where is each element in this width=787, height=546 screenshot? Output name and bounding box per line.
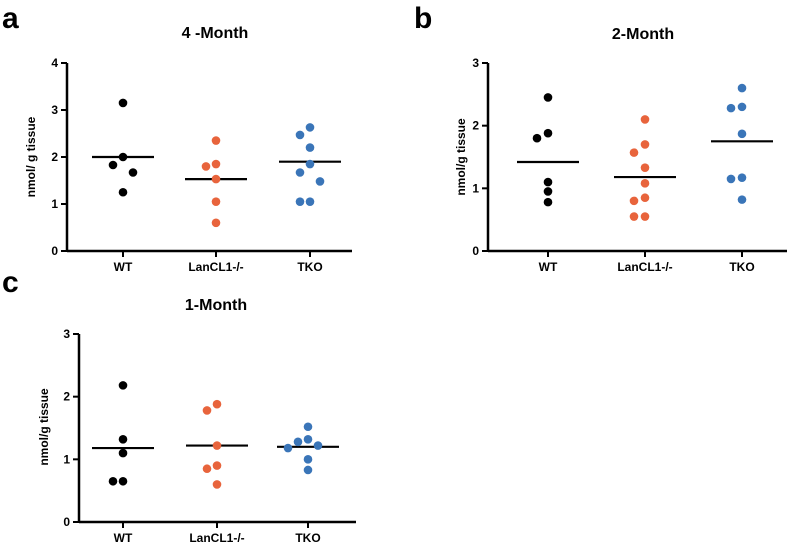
panel-letter-a: a	[2, 2, 19, 35]
data-point-lancl1	[640, 163, 650, 172]
data-point-tko	[295, 130, 305, 140]
panel-c-ylabel: nmol/g tissue	[37, 388, 51, 466]
data-point-wt	[108, 160, 118, 170]
data-point-lancl1	[629, 148, 639, 157]
x-tick-label: LanCL1-/-	[617, 260, 672, 274]
data-point-tko	[737, 129, 747, 139]
data-point-wt	[108, 476, 118, 486]
data-point-tko	[305, 123, 315, 132]
panel-letter-b: b	[414, 2, 432, 35]
x-tick-label: LanCL1-/-	[188, 260, 243, 274]
data-point-wt	[543, 187, 553, 196]
data-point-lancl1	[212, 441, 222, 450]
data-point-wt	[118, 98, 128, 108]
y-tick-label: 0	[472, 244, 479, 258]
y-tick-label: 1	[63, 452, 70, 466]
y-tick-label: 2	[472, 119, 479, 133]
data-point-tko	[737, 83, 747, 93]
panel-a: a 4 -Month nmol/ g tissue	[2, 2, 248, 197]
x-tick-label: TKO	[729, 260, 754, 274]
data-point-lancl1	[629, 196, 639, 206]
data-point-wt	[118, 187, 128, 197]
panel-a-plot: 0 1 2 3 4 WT LanCL1-/- TKO	[51, 56, 352, 274]
data-point-tko	[295, 197, 305, 206]
panel-c-title: 1-Month	[185, 297, 247, 314]
panel-b-ylabel: nmol/g tissue	[454, 118, 468, 196]
data-point-lancl1	[211, 136, 221, 145]
data-point-tko	[726, 103, 736, 113]
data-point-lancl1	[212, 480, 222, 489]
x-tick-label: WT	[114, 531, 133, 545]
y-tick-label: 0	[63, 515, 70, 529]
y-tick-label: 4	[51, 56, 58, 70]
data-point-lancl1	[202, 464, 212, 474]
data-point-lancl1	[212, 461, 222, 470]
data-point-lancl1	[211, 174, 221, 184]
data-point-lancl1	[201, 162, 211, 171]
panel-letter-c: c	[2, 266, 19, 299]
data-point-wt	[532, 133, 542, 143]
data-point-tko	[305, 143, 315, 152]
data-point-tko	[737, 102, 747, 112]
data-point-tko	[283, 443, 293, 453]
data-point-lancl1	[640, 140, 650, 149]
data-point-tko	[315, 177, 325, 186]
panel-b: b 2-Month nmol/g tissue	[414, 2, 674, 196]
data-point-lancl1	[629, 212, 639, 221]
panel-b-title: 2-Month	[612, 26, 674, 43]
panel-b-plot: 0 1 2 3 WT LanCL1-/- TKO	[472, 56, 787, 274]
data-point-wt	[543, 128, 553, 138]
data-point-wt	[543, 177, 553, 187]
data-point-wt	[118, 381, 128, 390]
data-point-lancl1	[640, 193, 650, 203]
panel-a-ylabel: nmol/ g tissue	[24, 116, 38, 197]
data-point-wt	[128, 168, 138, 177]
panel-a-title: 4 -Month	[182, 25, 249, 42]
y-tick-label: 3	[472, 56, 479, 70]
panel-c-plot: 0 1 2 3 WT LanCL1-/- TKO	[63, 327, 356, 545]
y-tick-label: 2	[51, 150, 58, 164]
y-tick-label: 2	[63, 390, 70, 404]
y-tick-label: 0	[51, 244, 58, 258]
y-tick-label: 1	[472, 181, 479, 195]
data-point-tko	[293, 437, 303, 447]
x-tick-label: TKO	[295, 531, 320, 545]
data-point-tko	[303, 455, 313, 464]
y-tick-label: 3	[51, 103, 58, 117]
data-point-tko	[313, 441, 323, 450]
data-point-lancl1	[211, 197, 221, 206]
x-tick-label: WT	[539, 260, 558, 274]
data-point-lancl1	[640, 115, 650, 124]
data-point-tko	[737, 173, 747, 182]
y-tick-label: 1	[51, 197, 58, 211]
data-point-tko	[305, 197, 315, 206]
data-point-lancl1	[211, 218, 221, 228]
data-point-lancl1	[640, 179, 650, 188]
x-tick-label: LanCL1-/-	[189, 531, 244, 545]
data-point-wt	[118, 476, 128, 486]
data-point-wt	[118, 434, 128, 444]
data-point-lancl1	[640, 212, 650, 221]
x-tick-label: WT	[114, 260, 133, 274]
data-point-tko	[726, 174, 736, 184]
x-tick-label: TKO	[297, 260, 322, 274]
y-tick-label: 3	[63, 327, 70, 341]
data-point-wt	[543, 197, 553, 207]
data-point-lancl1	[212, 399, 222, 409]
data-point-tko	[303, 422, 313, 432]
panel-c: c 1-Month nmol/g tissue	[2, 266, 247, 466]
data-point-tko	[305, 159, 315, 169]
data-point-lancl1	[202, 406, 212, 415]
data-point-wt	[543, 93, 553, 102]
data-point-tko	[737, 195, 747, 204]
data-point-wt	[118, 152, 128, 162]
data-point-tko	[295, 168, 305, 177]
data-point-tko	[303, 434, 313, 444]
data-point-tko	[303, 465, 313, 475]
data-point-lancl1	[211, 159, 221, 169]
data-point-wt	[118, 448, 128, 458]
